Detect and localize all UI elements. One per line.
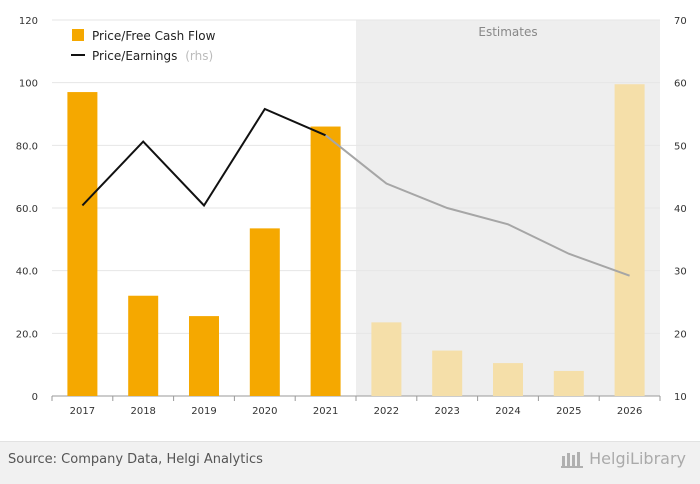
y-right-tick-label: 60 bbox=[674, 79, 687, 90]
legend-label-pe: Price/Earnings (rhs) bbox=[92, 49, 213, 63]
x-tick-label: 2024 bbox=[495, 406, 520, 417]
footer: Source: Company Data, Helgi Analytics He… bbox=[0, 441, 700, 484]
bar-2022 bbox=[371, 322, 402, 396]
x-tick-label: 2019 bbox=[191, 406, 216, 417]
x-tick-label: 2025 bbox=[556, 406, 581, 417]
x-axis: 2017 2018 2019 2020 2021 2022 2023 2024 2025 2026 bbox=[51, 396, 661, 417]
legend: Price/Free Cash Flow Price/Earnings (rhs… bbox=[71, 29, 216, 63]
y-left-tick-label: 0 bbox=[32, 392, 38, 403]
y-left-tick-label: 20.0 bbox=[16, 329, 38, 340]
pe-line bbox=[81, 107, 630, 277]
y-left-tick-label: 40.0 bbox=[16, 267, 38, 278]
bar-2018 bbox=[128, 295, 159, 396]
bar-2021 bbox=[310, 126, 341, 397]
pe-line-estimate bbox=[324, 134, 630, 277]
legend-label-pe-name: Price/Earnings bbox=[92, 49, 177, 63]
pe-line-actual bbox=[81, 107, 326, 208]
bar-2023 bbox=[432, 350, 463, 396]
y-left-tick-label: 120 bbox=[19, 16, 38, 27]
x-tick-label: 2026 bbox=[617, 406, 642, 417]
x-tick-label: 2021 bbox=[313, 406, 338, 417]
x-tick-label: 2020 bbox=[252, 406, 277, 417]
chart: Estimates 0 20.0 40.0 60.0 80.0 100 120 10 20 30… bbox=[16, 16, 687, 417]
source-text: Source: Company Data, Helgi Analytics bbox=[8, 452, 263, 467]
bar-2017 bbox=[67, 92, 98, 397]
y-right-tick-label: 40 bbox=[674, 204, 687, 215]
y-left-tick-label: 100 bbox=[19, 79, 38, 90]
y-right-tick-label: 50 bbox=[674, 141, 687, 152]
bar-2025 bbox=[553, 370, 584, 396]
bar-2026 bbox=[614, 84, 645, 396]
logo-text: HelgiLibrary bbox=[589, 449, 686, 468]
y-left-tick-label: 80.0 bbox=[16, 141, 38, 152]
y-right-tick-label: 20 bbox=[674, 329, 687, 340]
legend-swatch-pfcf bbox=[72, 29, 84, 41]
bar-2020 bbox=[249, 228, 280, 396]
bars bbox=[67, 84, 645, 397]
legend-label-pfcf: Price/Free Cash Flow bbox=[92, 29, 216, 43]
x-tick-label: 2023 bbox=[434, 406, 459, 417]
y-right-tick-label: 30 bbox=[674, 267, 687, 278]
x-tick-label: 2022 bbox=[374, 406, 399, 417]
right-axis-ticks: 10 20 30 40 50 60 70 bbox=[674, 16, 687, 403]
x-tick-label: 2017 bbox=[70, 406, 95, 417]
estimates-label: Estimates bbox=[478, 25, 537, 39]
left-axis-ticks: 0 20.0 40.0 60.0 80.0 100 120 bbox=[16, 16, 38, 403]
y-right-tick-label: 10 bbox=[674, 392, 687, 403]
helgi-library-logo[interactable]: HelgiLibrary bbox=[561, 449, 686, 468]
y-left-tick-label: 60.0 bbox=[16, 204, 38, 215]
bar-2024 bbox=[493, 363, 523, 396]
x-tick-label: 2018 bbox=[130, 406, 155, 417]
y-right-tick-label: 70 bbox=[674, 16, 687, 27]
legend-label-pe-suffix: (rhs) bbox=[185, 49, 213, 63]
bar-2019 bbox=[189, 316, 219, 396]
library-icon bbox=[561, 451, 584, 468]
